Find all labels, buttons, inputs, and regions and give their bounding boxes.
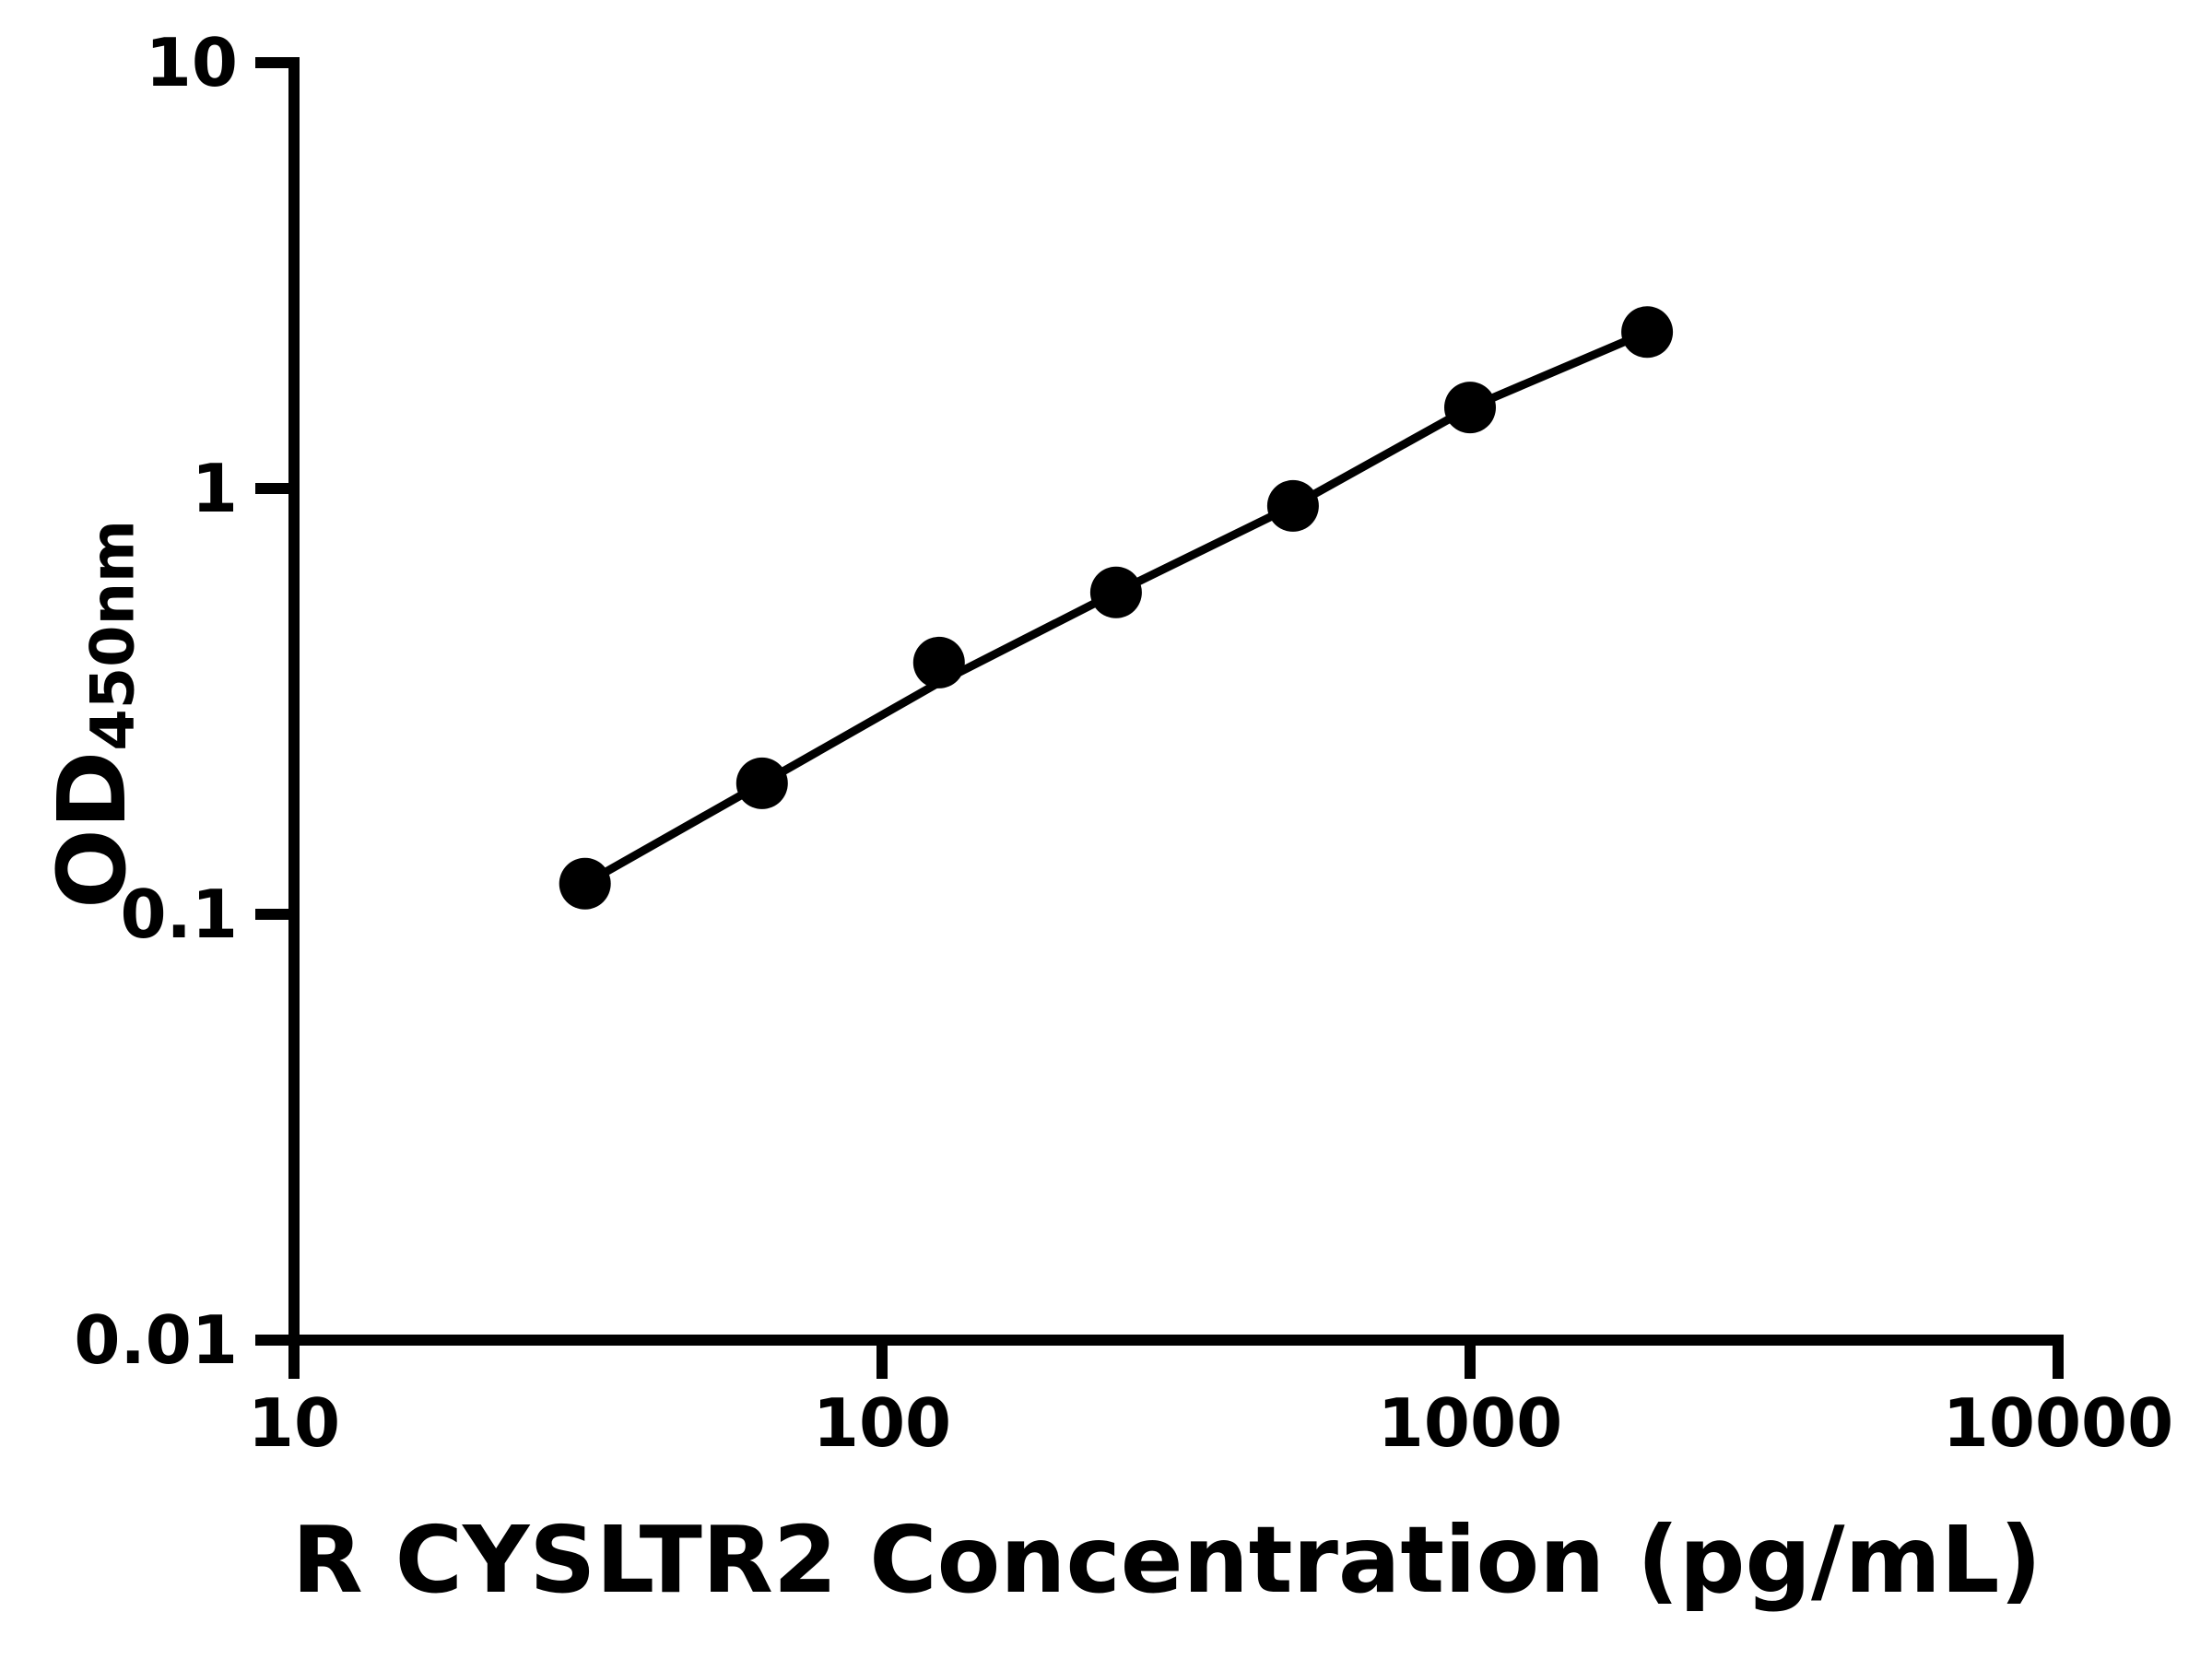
x-tick-label-10: 10 (247, 1384, 341, 1462)
y-tick-label-1: 1 (191, 450, 238, 527)
x-tick-label-10000: 10000 (1942, 1384, 2174, 1462)
data-point (912, 636, 965, 688)
data-point (1444, 382, 1496, 434)
y-axis-title-subscript: 450nm (77, 519, 148, 751)
data-point (559, 857, 611, 910)
data-point (1621, 306, 1674, 359)
x-axis-title: R CYSLTR2 Concentration (pg/mL) (291, 1506, 2042, 1614)
y-tick-label-0.1: 0.1 (120, 876, 238, 953)
y-tick-label-0.01: 0.01 (74, 1301, 238, 1379)
x-tick-label-100: 100 (812, 1384, 952, 1462)
data-point (735, 757, 788, 809)
data-point (1089, 566, 1142, 618)
x-tick-label-1000: 1000 (1377, 1384, 1563, 1462)
y-axis-title: OD450nm (38, 519, 148, 909)
data-point (1266, 479, 1319, 532)
y-tick-label-10: 10 (145, 24, 238, 101)
